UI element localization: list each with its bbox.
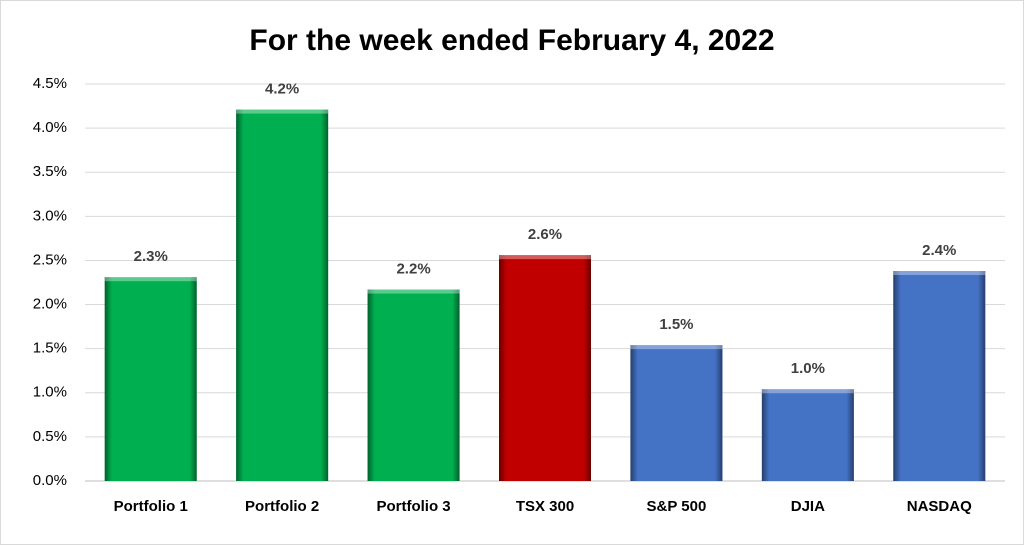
bar-shade — [893, 271, 986, 481]
bar-highlight — [236, 109, 329, 114]
value-label: 2.3% — [134, 248, 168, 265]
x-tick-label: Portfolio 3 — [376, 498, 450, 515]
x-tick-label: DJIA — [791, 498, 825, 515]
y-tick-label: 4.5% — [33, 75, 67, 92]
y-tick-label: 0.5% — [33, 428, 67, 445]
value-label: 1.0% — [791, 360, 825, 377]
bar-shade — [630, 345, 723, 481]
y-tick-label: 3.5% — [33, 163, 67, 180]
x-tick-label: Portfolio 2 — [245, 498, 319, 515]
x-tick-label: TSX 300 — [516, 498, 574, 515]
x-tick-label: S&P 500 — [647, 498, 707, 515]
x-tick-label: NASDAQ — [907, 498, 972, 515]
x-tick-label: Portfolio 1 — [114, 498, 188, 515]
y-tick-label: 4.0% — [33, 119, 67, 136]
y-tick-label: 0.0% — [33, 472, 67, 489]
y-tick-label: 1.0% — [33, 384, 67, 401]
bar-shade — [499, 255, 591, 481]
y-tick-label: 2.5% — [33, 251, 67, 268]
y-tick-label: 3.0% — [33, 207, 67, 224]
bar-highlight — [893, 271, 986, 276]
value-label: 2.6% — [528, 226, 562, 243]
value-label: 2.2% — [396, 261, 430, 278]
y-tick-label: 1.5% — [33, 340, 67, 357]
chart-title: For the week ended February 4, 2022 — [249, 24, 774, 57]
bar-shade — [367, 289, 460, 481]
y-tick-label: 2.0% — [33, 296, 67, 313]
bar-shade — [236, 109, 329, 481]
bar-highlight — [761, 389, 854, 394]
value-label: 2.4% — [922, 242, 956, 259]
bar-highlight — [499, 255, 591, 260]
bar-highlight — [104, 277, 197, 282]
bar-highlight — [630, 345, 723, 350]
value-label: 4.2% — [265, 81, 299, 98]
bar-shade — [104, 277, 197, 481]
bar-shade — [761, 389, 854, 481]
value-label: 1.5% — [659, 316, 693, 333]
bar-highlight — [367, 289, 460, 294]
